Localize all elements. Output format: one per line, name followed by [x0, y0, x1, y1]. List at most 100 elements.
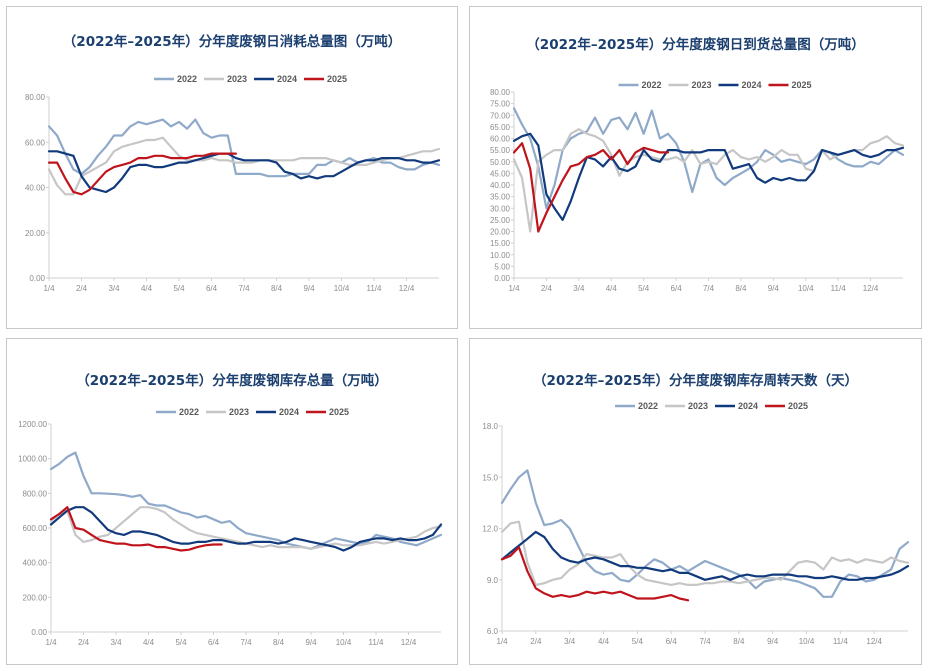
series-line-2025 — [47, 152, 237, 196]
series-line-2023 — [47, 136, 441, 196]
x-tick-label: 1/4 — [496, 637, 508, 646]
chart-title: （2022年–2025年）分年度废钢日消耗总量图（万吨） — [62, 34, 402, 50]
y-tick-label: 80.00 — [25, 93, 46, 102]
x-tick-label: 1/4 — [45, 638, 57, 647]
x-tick-label: 8/4 — [735, 284, 747, 293]
x-tick-label: 11/4 — [831, 284, 847, 293]
x-tick-label: 11/4 — [367, 284, 383, 293]
x-tick-label: 12/4 — [399, 284, 415, 293]
x-tick-label: 4/4 — [141, 284, 153, 293]
x-tick-label: 8/4 — [273, 638, 285, 647]
x-tick-label: 1/4 — [508, 284, 520, 293]
y-tick-label: 50.00 — [490, 158, 511, 167]
x-tick-label: 11/4 — [369, 638, 385, 647]
chart-panel-turnover-days: （2022年–2025年）分年度废钢库存周转天数（天） 6.0 9.0 12.0 15… — [469, 338, 922, 665]
legend-label-2024: 2024 — [738, 401, 758, 411]
x-tick-label: 2/4 — [76, 284, 88, 293]
x-tick-label: 2/4 — [530, 637, 542, 646]
legend-label-2024: 2024 — [279, 407, 299, 417]
legend-label-2023: 2023 — [688, 401, 708, 411]
x-tick-label: 12/4 — [401, 638, 417, 647]
x-tick-label: 10/4 — [799, 637, 815, 646]
legend-label-2023: 2023 — [229, 407, 249, 417]
x-tick-label: 6/4 — [208, 638, 220, 647]
y-tick-label: 6.0 — [487, 627, 499, 636]
x-tick-label: 11/4 — [833, 637, 849, 646]
legend-label-2023: 2023 — [227, 74, 247, 84]
series-line-2024 — [47, 150, 441, 194]
x-tick-label: 7/4 — [703, 284, 715, 293]
x-tick-label: 8/4 — [733, 637, 745, 646]
x-tick-label: 4/4 — [143, 638, 155, 647]
y-tick-label: 60.00 — [25, 138, 46, 147]
legend-label-2025: 2025 — [792, 80, 812, 90]
y-tick-label: 1000.00 — [18, 455, 47, 464]
x-tick-label: 5/4 — [632, 637, 644, 646]
x-tick-label: 9/4 — [305, 638, 317, 647]
y-tick-label: 70.00 — [490, 111, 511, 120]
x-tick-label: 3/4 — [573, 284, 585, 293]
x-tick-label: 4/4 — [598, 637, 610, 646]
y-tick-label: 40.00 — [490, 181, 511, 190]
legend-label-2022: 2022 — [179, 407, 199, 417]
series-line-2024 — [500, 530, 910, 581]
series-line-2023 — [500, 520, 910, 586]
y-tick-label: 0.00 — [31, 628, 47, 637]
y-tick-label: 5.00 — [494, 262, 510, 271]
y-tick-label: 75.00 — [490, 100, 511, 109]
y-tick-label: 65.00 — [490, 123, 511, 132]
series-line-2024 — [512, 132, 905, 221]
y-tick-label: 35.00 — [490, 193, 511, 202]
series-line-2024 — [49, 506, 443, 552]
chart-svg: 0.00 20.00 40.00 60.00 80.00 1/4 2/4 3/4 4/4 5/4 6… — [25, 74, 441, 293]
x-tick-label: 7/4 — [699, 637, 711, 646]
legend-label-2022: 2022 — [638, 401, 658, 411]
y-tick-label: 25.00 — [490, 216, 511, 225]
x-tick-label: 12/4 — [866, 637, 882, 646]
y-tick-label: 10.00 — [490, 251, 511, 260]
y-tick-label: 0.00 — [29, 274, 45, 283]
legend-label-2025: 2025 — [327, 74, 347, 84]
x-tick-label: 2/4 — [541, 284, 553, 293]
chart-panel-daily-consumption: （2022年–2025年）分年度废钢日消耗总量图（万吨） 0.00 20.00 40… — [6, 6, 458, 329]
y-tick-label: 45.00 — [490, 169, 511, 178]
chart-panel-inventory: （2022年–2025年）分年度废钢库存总量（万吨） 0.00 200.00 400… — [6, 338, 458, 665]
x-tick-label: 5/4 — [173, 284, 185, 293]
y-tick-label: 60.00 — [490, 135, 511, 144]
chart-svg: 0.00 5.00 10.00 15.00 20.00 25.00 30.00 35.00 40… — [490, 80, 905, 293]
series-line-2023 — [512, 128, 905, 233]
chart-svg: 0.00 200.00 400.00 600.00 800.00 1000.00 1200.… — [18, 407, 443, 647]
chart-title: （2022年–2025年）分年度废钢库存总量（万吨） — [76, 373, 388, 389]
x-tick-label: 1/4 — [43, 284, 55, 293]
x-tick-label: 5/4 — [638, 284, 650, 293]
legend-label-2024: 2024 — [277, 74, 297, 84]
x-tick-label: 5/4 — [175, 638, 187, 647]
y-tick-label: 9.0 — [487, 576, 499, 585]
legend-label-2025: 2025 — [788, 401, 808, 411]
x-tick-label: 6/4 — [206, 284, 218, 293]
series-line-2022 — [512, 107, 905, 210]
y-tick-label: 800.00 — [23, 489, 48, 498]
y-tick-label: 15.00 — [490, 239, 511, 248]
series-line-2022 — [49, 451, 443, 550]
x-tick-label: 12/4 — [863, 284, 879, 293]
x-tick-label: 9/4 — [303, 284, 315, 293]
y-tick-label: 40.00 — [25, 184, 46, 193]
y-tick-label: 55.00 — [490, 146, 511, 155]
x-tick-label: 2/4 — [78, 638, 90, 647]
x-tick-label: 10/4 — [336, 638, 352, 647]
y-tick-label: 12.0 — [482, 525, 498, 534]
x-tick-label: 6/4 — [671, 284, 683, 293]
legend-label-2024: 2024 — [742, 80, 762, 90]
y-tick-label: 0.00 — [494, 274, 510, 283]
y-tick-label: 30.00 — [490, 204, 511, 213]
x-tick-label: 6/4 — [666, 637, 678, 646]
x-tick-label: 7/4 — [240, 638, 252, 647]
chart-title: （2022年–2025年）分年度废钢日到货总量图（万吨） — [526, 37, 865, 53]
legend-label-2023: 2023 — [692, 80, 712, 90]
chart-title: （2022年–2025年）分年度废钢库存周转天数（天） — [533, 373, 858, 389]
series-line-2025 — [49, 506, 223, 552]
y-tick-label: 20.00 — [490, 228, 511, 237]
x-tick-label: 9/4 — [768, 284, 780, 293]
y-tick-label: 15.0 — [482, 473, 498, 482]
